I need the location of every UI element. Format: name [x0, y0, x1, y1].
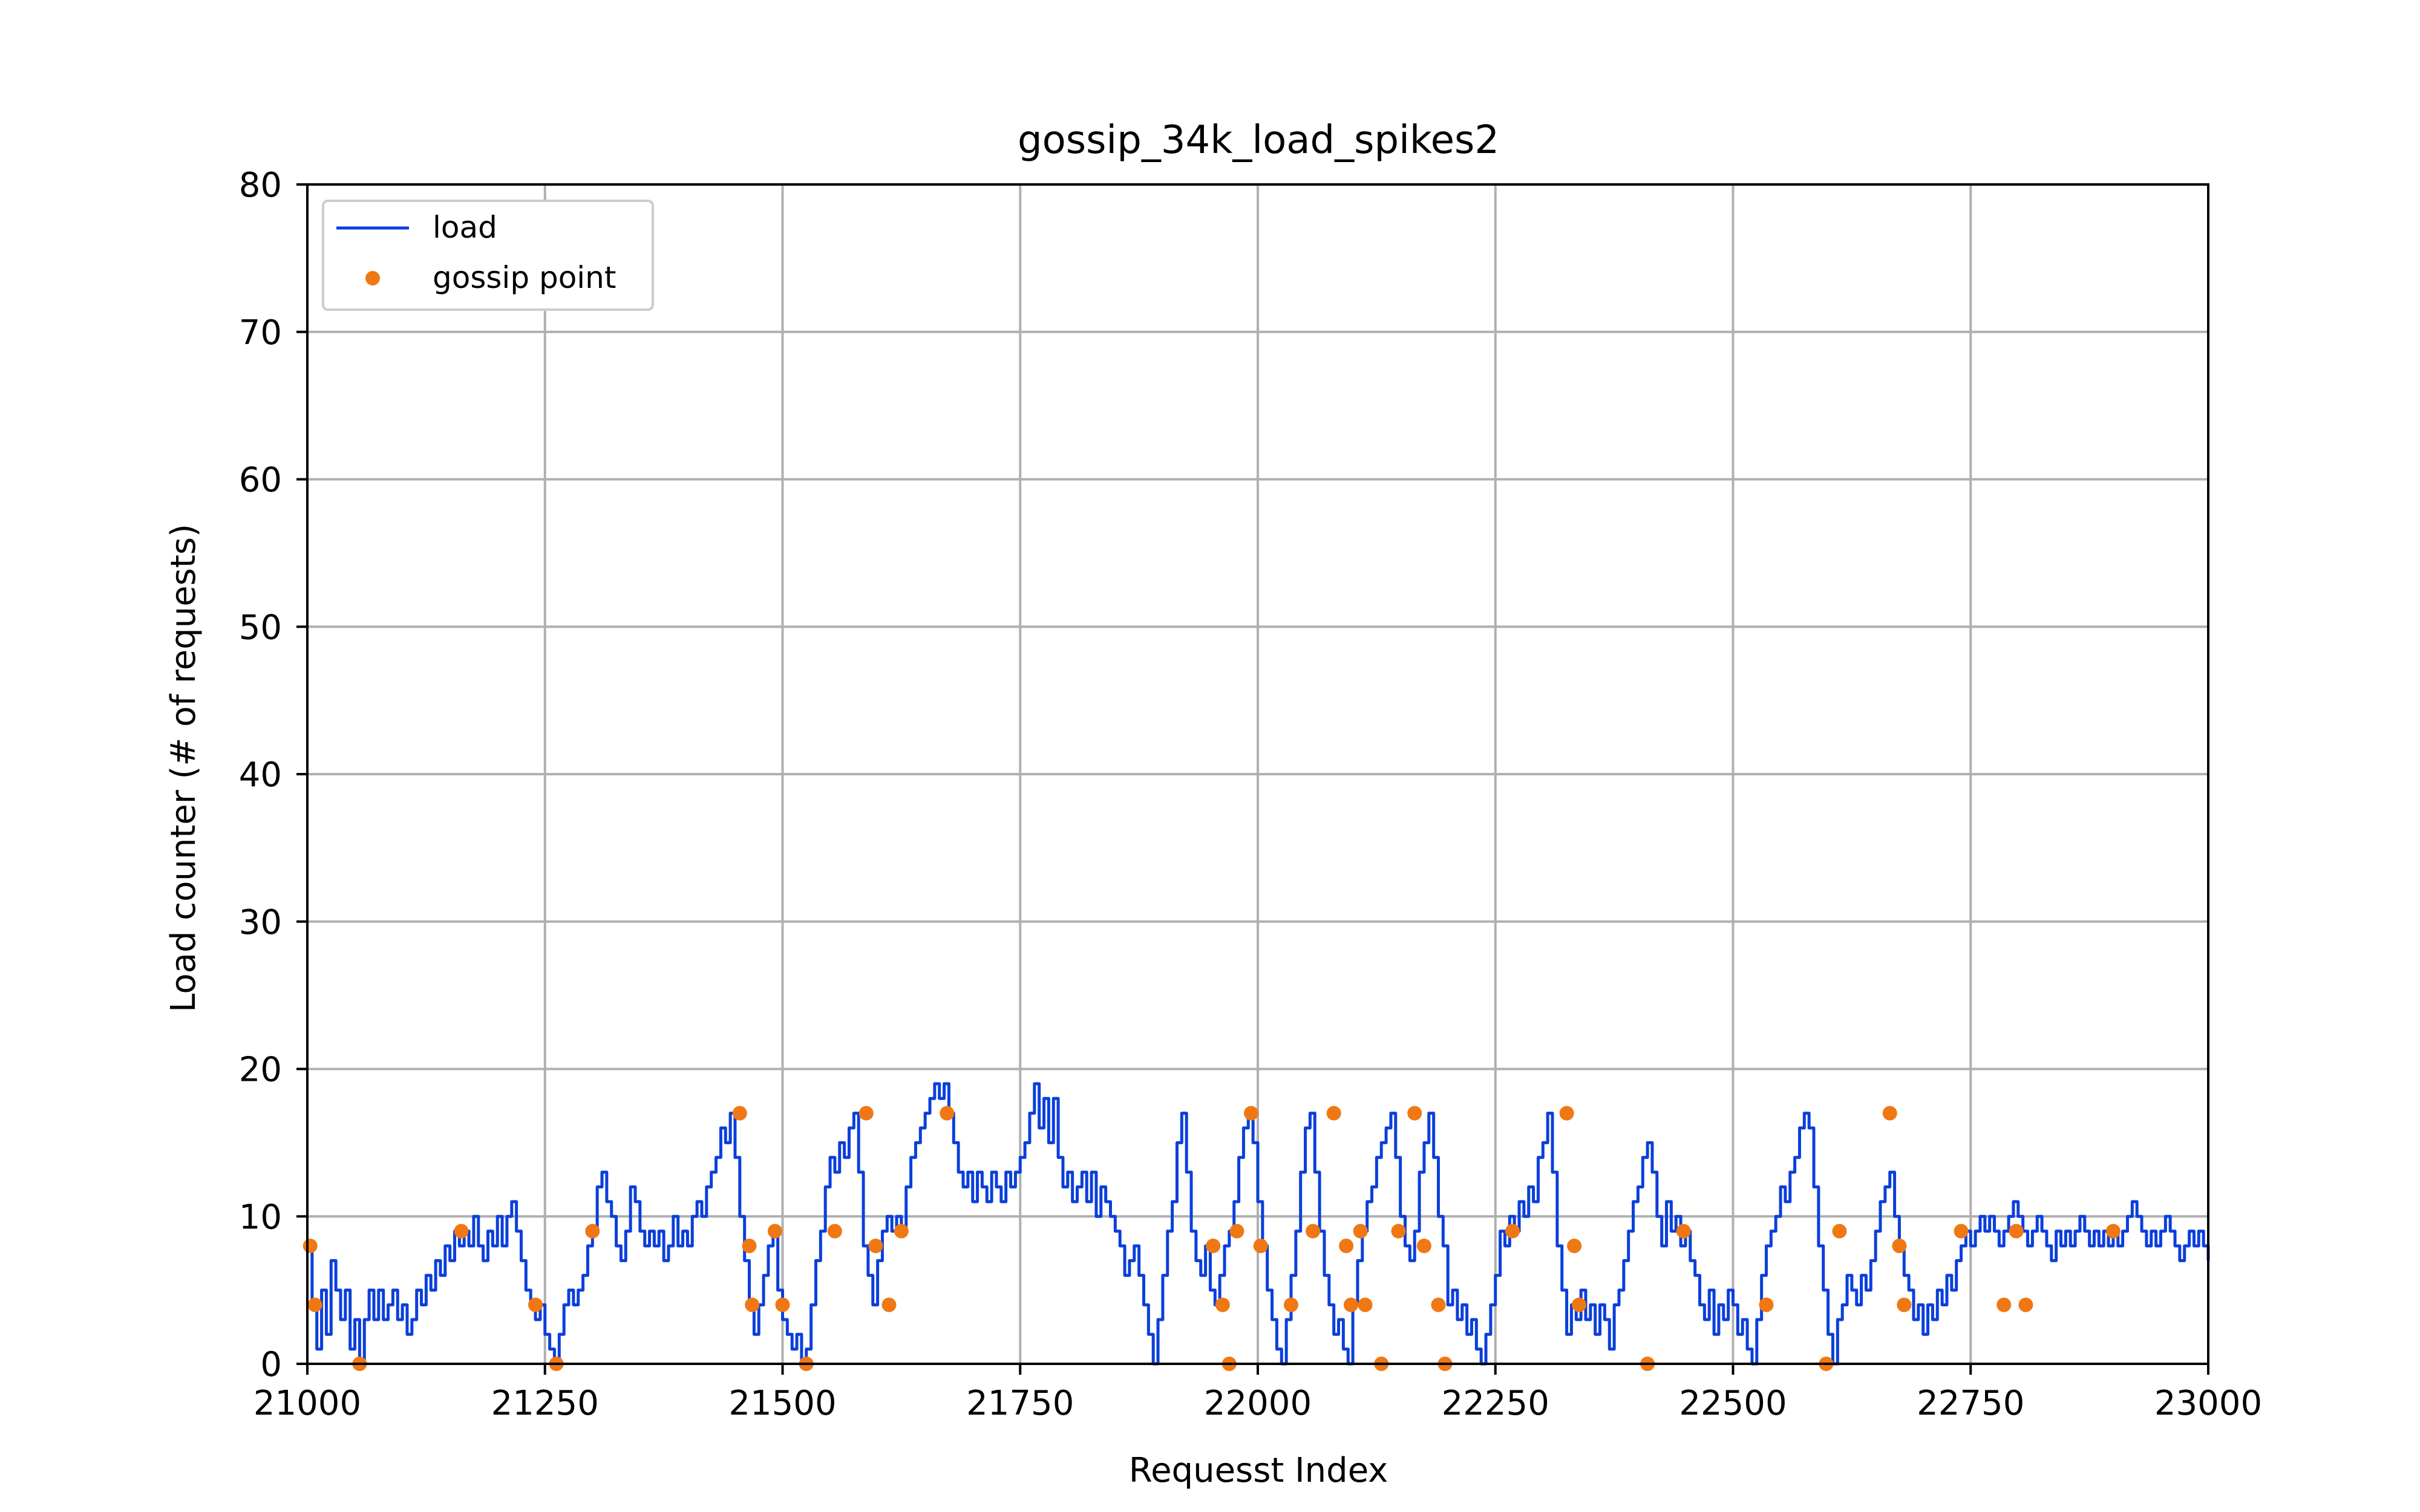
gossip-point-marker — [1892, 1239, 1907, 1253]
gossip-point-marker — [1407, 1106, 1422, 1121]
gossip-point-marker — [827, 1224, 842, 1239]
gossip-point-marker — [881, 1297, 897, 1312]
gossip-point-marker — [1206, 1239, 1221, 1253]
chart-title: gossip_34k_load_spikes2 — [1018, 118, 1499, 163]
gossip-point-marker — [2105, 1224, 2121, 1239]
x-tick-label: 22000 — [1204, 1384, 1312, 1423]
legend-load-label: load — [433, 210, 497, 245]
gossip-point-marker — [1567, 1239, 1582, 1253]
gossip-point-marker — [1676, 1224, 1691, 1239]
x-tick-label: 22750 — [1917, 1384, 2024, 1423]
y-tick-label: 40 — [239, 755, 282, 795]
x-tick-label: 21750 — [966, 1384, 1074, 1423]
gossip-point-marker — [1559, 1106, 1574, 1121]
gossip-point-marker — [1431, 1297, 1446, 1312]
gossip-point-marker — [868, 1239, 883, 1253]
gossip-point-marker — [745, 1297, 760, 1312]
legend: load gossip point — [322, 200, 654, 311]
gossip-point-marker — [858, 1106, 874, 1121]
gossip-point-marker — [1339, 1239, 1354, 1253]
gossip-point-marker — [1283, 1297, 1298, 1312]
gossip-point-marker — [1253, 1239, 1268, 1253]
y-tick-label: 60 — [239, 461, 282, 500]
gossip-point-marker — [1358, 1297, 1373, 1312]
gossip-point-marker — [528, 1297, 543, 1312]
gossip-point-marker — [1571, 1297, 1586, 1312]
x-tick-label: 23000 — [2154, 1384, 2262, 1423]
gossip-point-marker — [1996, 1297, 2012, 1312]
gossip-point-marker — [307, 1297, 322, 1312]
gossip-point-marker — [1215, 1297, 1230, 1312]
gossip-point-marker — [302, 1239, 318, 1253]
gossip-point-marker — [1244, 1106, 1259, 1121]
legend-gossip-point-label: gossip point — [433, 260, 616, 295]
gossip-point-marker — [1897, 1297, 1912, 1312]
y-tick-label: 20 — [239, 1051, 282, 1090]
gossip-point-marker — [767, 1224, 782, 1239]
x-axis-ticks: 21000 21250 21500 21750 22000 22250 22500 22750… — [253, 1364, 2262, 1423]
gossip-point-marker — [2018, 1297, 2033, 1312]
gossip-point-marker — [775, 1297, 790, 1312]
y-tick-label: 10 — [239, 1198, 282, 1237]
gossip-point-marker — [1759, 1297, 1774, 1312]
y-tick-label: 0 — [260, 1345, 282, 1384]
x-tick-label: 21250 — [491, 1384, 599, 1423]
gossip-point-marker — [1882, 1106, 1897, 1121]
gossip-point-marker — [732, 1106, 747, 1121]
gossip-point-marker — [894, 1224, 909, 1239]
y-axis-label: Load counter (# of requests) — [164, 524, 203, 1012]
x-tick-label: 21500 — [728, 1384, 836, 1423]
gossip-point-marker — [1229, 1224, 1244, 1239]
x-axis-label: Requesst Index — [1129, 1451, 1388, 1490]
gossip-point-marker — [1416, 1239, 1431, 1253]
legend-gossip-point-swatch — [365, 271, 380, 285]
gossip-point-marker — [454, 1224, 469, 1239]
gossip-point-marker — [1326, 1106, 1341, 1121]
gossip-point-marker — [1832, 1224, 1847, 1239]
y-tick-label: 30 — [239, 903, 282, 942]
y-tick-label: 70 — [239, 313, 282, 353]
gossip-point-marker — [1505, 1224, 1520, 1239]
y-tick-label: 50 — [239, 608, 282, 647]
gossip-point-marker — [1954, 1224, 1969, 1239]
gossip-point-marker — [1306, 1224, 1321, 1239]
gossip-point-marker — [940, 1106, 955, 1121]
x-tick-label: 22500 — [1679, 1384, 1787, 1423]
x-tick-label: 21000 — [253, 1384, 361, 1423]
gossip-point-marker — [585, 1224, 600, 1239]
gossip-point-marker — [1343, 1297, 1358, 1312]
y-axis-ticks: 0 10 20 30 40 50 60 70 80 — [239, 166, 307, 1384]
gossip-point-marker — [2009, 1224, 2024, 1239]
y-tick-label: 80 — [239, 166, 282, 205]
gossip-point-marker — [742, 1239, 757, 1253]
plot-series — [302, 1082, 2210, 1371]
x-tick-label: 22250 — [1442, 1384, 1549, 1423]
series-load-line — [307, 1082, 2210, 1366]
gossip-point-marker — [1391, 1224, 1406, 1239]
gossip-point-marker — [1353, 1224, 1368, 1239]
